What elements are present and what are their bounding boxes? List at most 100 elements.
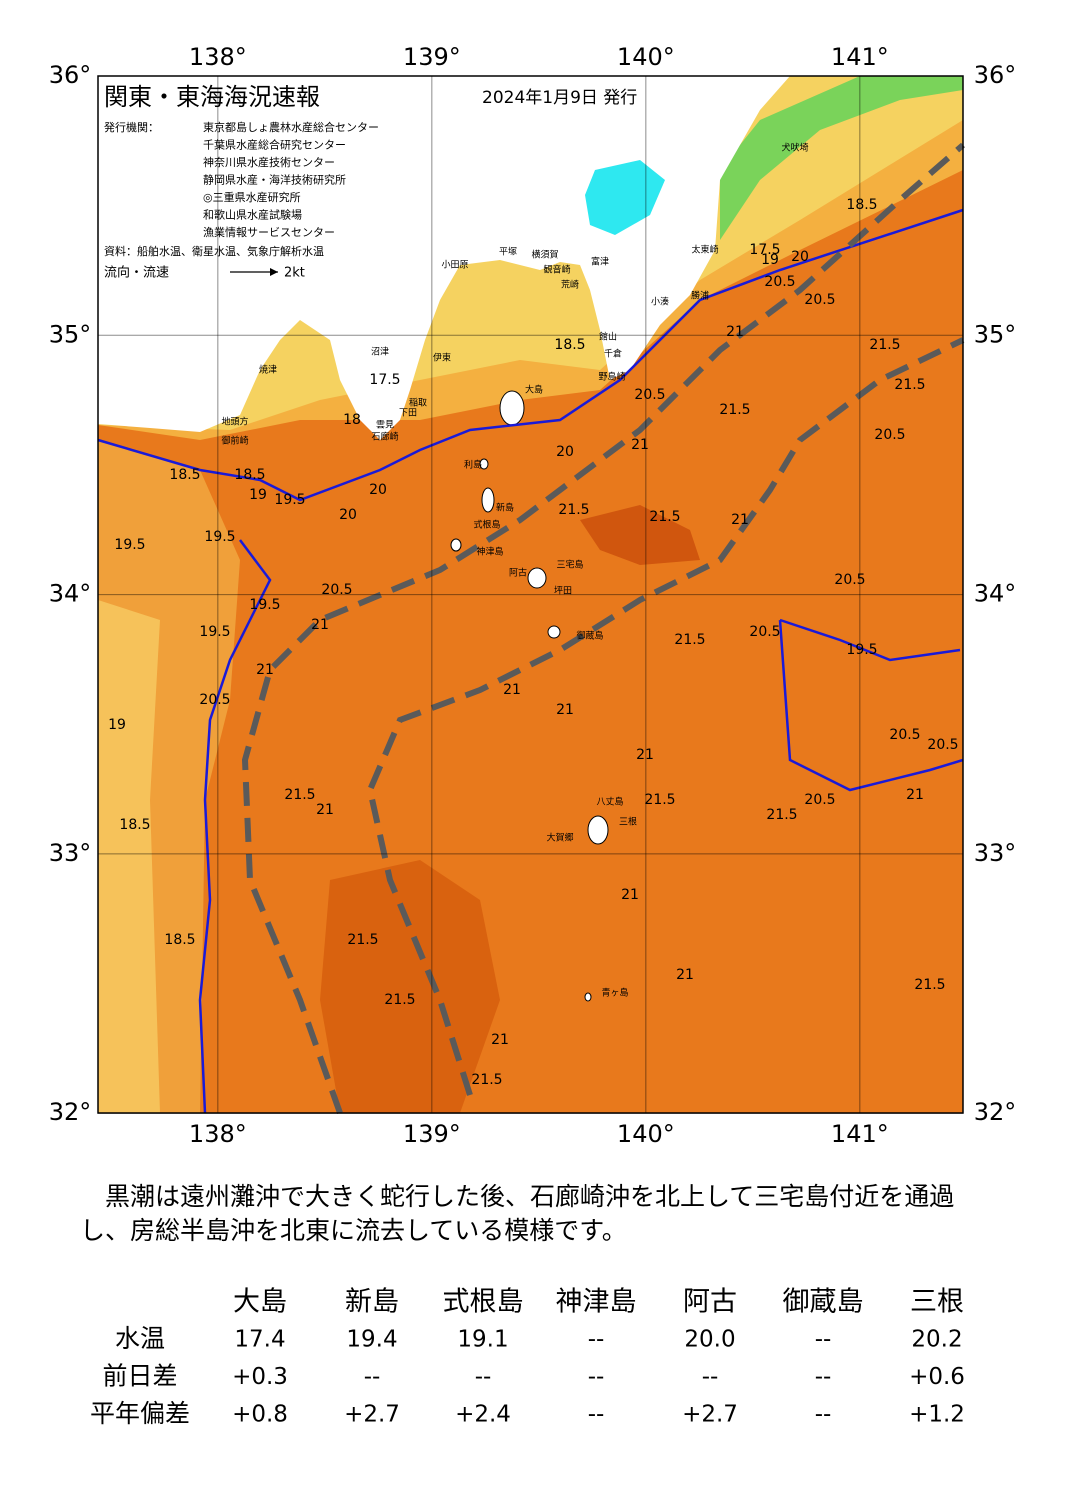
row-label: 平年偏差 (90, 1399, 190, 1428)
map-title: 関東・東海海況速報 (104, 83, 320, 111)
source: 資料：船舶水温、衛星水温、気象庁解析水温 (104, 244, 324, 258)
cell: -- (588, 1364, 605, 1390)
isotherm-label: 21.5 (894, 377, 925, 393)
island (479, 458, 489, 470)
place-name: 新島 (496, 502, 514, 514)
place-name: 千倉 (604, 348, 622, 360)
row-label: 水温 (115, 1324, 165, 1353)
cell: +1.2 (909, 1402, 965, 1428)
lon-label-top: 139° (403, 43, 461, 71)
cell: -- (815, 1402, 832, 1428)
isotherm-label: 18.5 (846, 197, 877, 213)
place-name: 八丈島 (596, 796, 623, 808)
column-header: 新島 (345, 1287, 399, 1318)
issuer: 漁業情報サービスセンター (203, 225, 335, 239)
lat-label-right: 32° (974, 1098, 1017, 1126)
isotherm-label: 20.5 (199, 692, 230, 708)
isotherm-label: 18.5 (119, 817, 150, 833)
lat-label-right: 36° (974, 61, 1017, 89)
lon-label-top: 138° (189, 43, 247, 71)
isotherms (97, 208, 964, 1114)
island (481, 487, 495, 513)
isotherm-label: 21.5 (471, 1072, 502, 1088)
issue-date: 2024年1月9日 発行 (482, 88, 637, 108)
isotherm-label: 21.5 (766, 807, 797, 823)
place-name: 犬吠埼 (781, 142, 808, 154)
cell: +2.7 (344, 1402, 400, 1428)
place-name: 石廊崎 (371, 431, 398, 443)
cell: 19.4 (346, 1327, 397, 1353)
isotherm-label: 21.5 (644, 792, 675, 808)
isotherm-label: 20 (556, 444, 574, 460)
cell: +2.4 (455, 1402, 511, 1428)
place-name: 神津島 (476, 546, 503, 558)
isotherm-label: 21.5 (558, 502, 589, 518)
isotherm-label: 21.5 (384, 992, 415, 1008)
place-name: 富津 (591, 256, 609, 268)
lat-label-right: 34° (974, 580, 1017, 608)
issuer-label: 発行機関： (104, 120, 159, 134)
cell: -- (702, 1364, 719, 1390)
green-zone (720, 76, 963, 240)
lon-label-bottom: 140° (617, 1120, 675, 1148)
isotherm-label: 21 (556, 702, 574, 718)
place-name: 伊東 (433, 352, 451, 364)
isotherm-label: 19 (108, 717, 126, 733)
place-name: 大賀郷 (546, 832, 573, 844)
island (499, 390, 525, 426)
warm-core (580, 505, 700, 565)
isotherm-label: 21 (631, 437, 649, 453)
place-name: 荒崎 (561, 279, 579, 291)
place-name: 御前崎 (221, 435, 248, 447)
column-header: 三根 (910, 1287, 964, 1318)
isotherm-label: 21 (316, 802, 334, 818)
cool-west (98, 600, 160, 1113)
place-name: 青ヶ島 (601, 987, 628, 999)
isotherm-label: 21 (676, 967, 694, 983)
island (584, 992, 592, 1002)
place-name: 三宅島 (556, 559, 583, 571)
place-name: 野島崎 (598, 371, 625, 383)
isotherm-label: 21 (621, 887, 639, 903)
place-name: 沼津 (371, 347, 389, 358)
isotherm-label: 19.5 (249, 597, 280, 613)
isotherm-label: 20.5 (834, 572, 865, 588)
map-labels: 東京都島しょ農林水産総合センター千葉県水産総合研究センター神奈川県水産技術センタ… (108, 120, 959, 1088)
lon-label-top: 140° (617, 43, 675, 71)
isotherm-label: 19.5 (274, 492, 305, 508)
cell: 20.0 (684, 1327, 735, 1353)
place-name: 勝浦 (691, 290, 709, 302)
isotherm-label: 18 (343, 412, 361, 428)
lat-label-left: 34° (49, 580, 92, 608)
cell: 19.1 (457, 1327, 508, 1353)
place-name: 坪田 (554, 586, 572, 597)
isotherm-label: 19.5 (204, 529, 235, 545)
place-name: 利島 (464, 459, 482, 471)
lat-label-left: 36° (49, 61, 92, 89)
issuer: ◎三重県水産研究所 (203, 190, 301, 204)
place-name: 阿古 (509, 567, 527, 579)
issuer: 和歌山県水産試験場 (203, 208, 302, 222)
isotherm-label: 21.5 (869, 337, 900, 353)
cell: -- (364, 1364, 381, 1390)
lon-label-bottom: 138° (189, 1120, 247, 1148)
isotherm-label: 20.5 (634, 387, 665, 403)
isotherm-label: 20.5 (927, 737, 958, 753)
island (587, 815, 609, 845)
column-header: 神津島 (556, 1287, 637, 1318)
place-name: 焼津 (259, 365, 277, 376)
isotherm-label: 20 (339, 507, 357, 523)
isotherm-label: 20.5 (804, 792, 835, 808)
isotherm-label: 20.5 (749, 624, 780, 640)
graticule: 138° 138° 139° 139° 140° 140° 141° 141° 36° 36° 35… (49, 43, 1017, 1148)
place-name: 稲取 (409, 397, 427, 409)
place-name: 下田 (399, 408, 417, 419)
issuer: 神奈川県水産技術センター (203, 155, 335, 169)
isotherm-label: 21 (503, 682, 521, 698)
island (547, 625, 561, 639)
cell: +0.3 (232, 1364, 288, 1390)
summary: 黒潮は遠州灘沖で大きく蛇行した後、石廊崎沖を北上して三宅島付近を通過し、房総半島… (80, 1182, 955, 1245)
map-frame (97, 75, 964, 1114)
